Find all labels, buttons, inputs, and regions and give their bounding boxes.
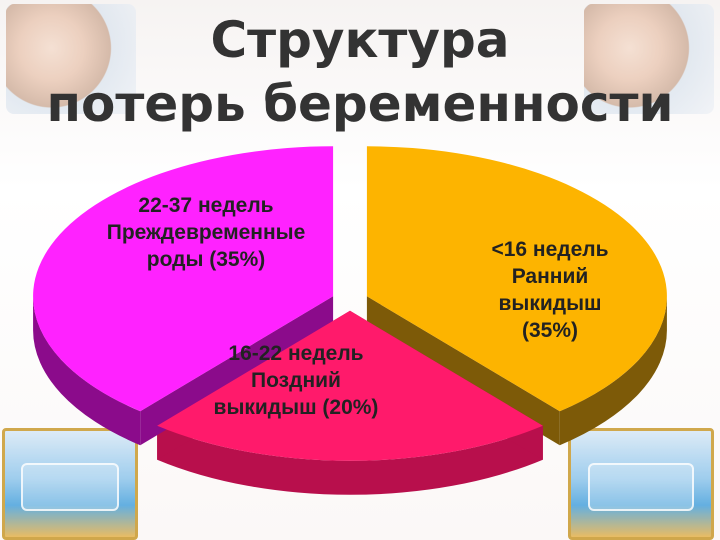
- slice-label-line: выкидыш: [498, 292, 601, 315]
- slice-label-2: 22-37 недель Преждевременные роды (35%): [107, 194, 306, 271]
- slice-label-line: (35%): [522, 319, 578, 342]
- slice-label-line: <16 недель: [491, 238, 608, 261]
- pie-slice-0: [366, 146, 667, 412]
- pie-slice-1: [157, 310, 543, 461]
- slice-label-line: 22-37 недель: [138, 194, 273, 217]
- slice-label-line: 16-22 недель: [228, 342, 363, 365]
- page-title: Структура потерь беременности: [0, 8, 720, 136]
- pie-slice-side-2: [33, 296, 141, 446]
- pie-slice-side-1: [157, 425, 543, 495]
- left-incubator-decoration: [2, 428, 138, 540]
- slice-label-line: Поздний: [251, 369, 341, 392]
- left-photo-decoration: [6, 4, 136, 114]
- title-line-2: потерь беременности: [46, 75, 674, 133]
- slice-label-line: роды (35%): [147, 248, 266, 271]
- slice-label-0: <16 недель Ранний выкидыш (35%): [491, 238, 608, 342]
- slice-label-line: выкидыш (20%): [214, 396, 379, 419]
- right-incubator-decoration: [568, 428, 714, 540]
- slice-label-1: 16-22 недель Поздний выкидыш (20%): [214, 342, 379, 419]
- right-photo-decoration: [584, 4, 714, 114]
- pie-slice-side-0: [559, 296, 667, 446]
- title-line-1: Структура: [210, 11, 510, 69]
- slice-label-line: Преждевременные: [107, 221, 306, 244]
- slice-label-line: Ранний: [512, 265, 589, 288]
- pie-slice-2: [33, 146, 334, 412]
